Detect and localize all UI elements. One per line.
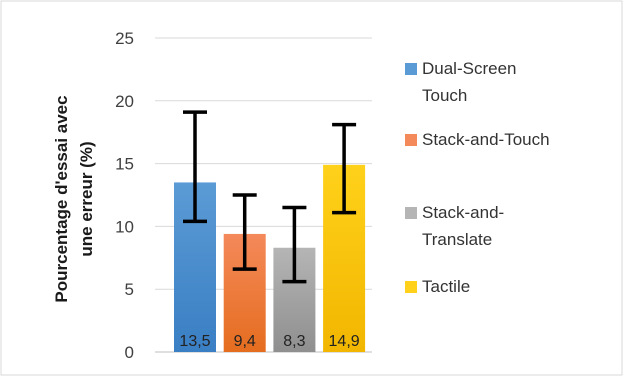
legend-label: Touch: [422, 86, 467, 105]
y-tick-label: 20: [115, 92, 134, 111]
legend-swatch: [405, 207, 417, 219]
y-tick-label: 15: [115, 155, 134, 174]
y-tick-label: 0: [125, 343, 134, 362]
y-tick-label: 5: [125, 280, 134, 299]
data-label: 13,5: [179, 333, 210, 350]
legend-label: Tactile: [422, 277, 470, 296]
legend-swatch: [405, 134, 417, 146]
y-tick-label: 25: [115, 29, 134, 48]
legend-label: Stack-and-: [422, 203, 504, 222]
y-tick-label: 10: [115, 217, 134, 236]
data-label: 8,3: [283, 333, 305, 350]
y-axis-label-line-1: Pourcentage d'essai avec: [52, 95, 71, 302]
legend-label: Stack-and-Touch: [422, 130, 550, 149]
y-axis-label-line-2: une erreur (%): [77, 141, 96, 256]
legend-label: Translate: [422, 230, 492, 249]
legend-swatch: [405, 281, 417, 293]
legend-swatch: [405, 63, 417, 75]
legend-label: Dual-Screen: [422, 59, 517, 78]
data-label: 9,4: [234, 333, 256, 350]
data-label: 14,9: [329, 333, 360, 350]
